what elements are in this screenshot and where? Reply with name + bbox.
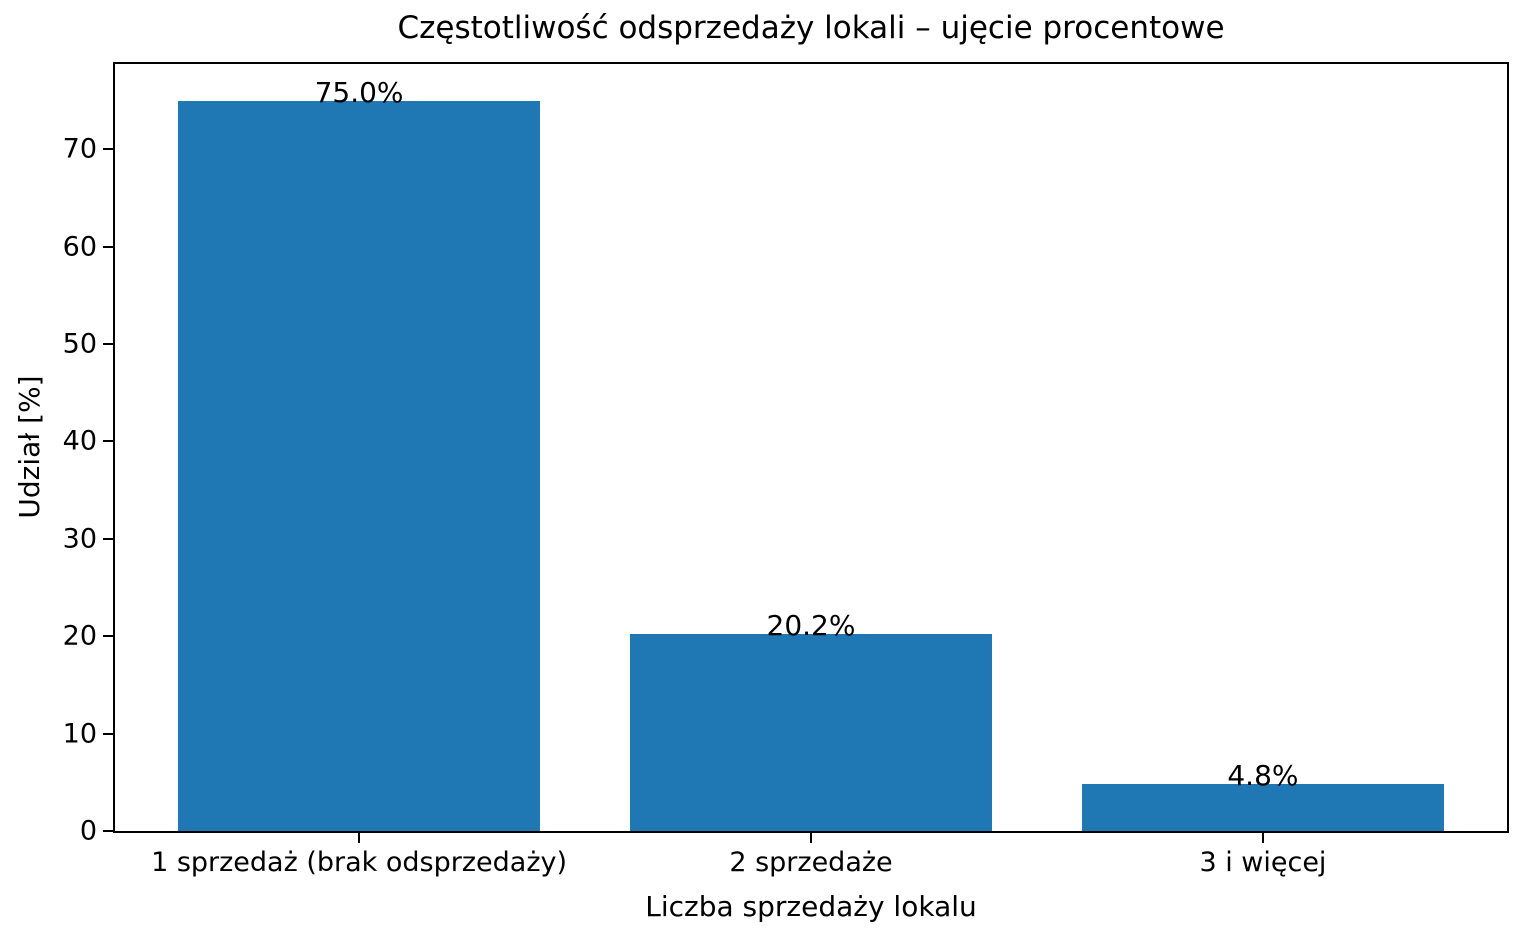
- y-axis-ticks: 0 10 20 30 40 50 60 70: [63, 64, 1507, 845]
- x-tick-label: 3 i więcej: [1199, 847, 1327, 878]
- y-tick-mark: [103, 245, 113, 248]
- x-tick-mark: [358, 833, 361, 843]
- y-tick-mark: [103, 732, 113, 735]
- chart-title: Częstotliwość odsprzedaży lokali – ujęci…: [397, 10, 1225, 46]
- y-tick-mark: [103, 537, 113, 540]
- bar: [178, 100, 540, 831]
- bar-value-label: 4.8%: [1227, 759, 1299, 793]
- x-tick-mark: [810, 833, 812, 843]
- bars-layer: 75.0% 20.2% 4.8%: [115, 64, 1507, 831]
- y-tick-label: 0: [79, 815, 97, 847]
- y-tick-label: 20: [62, 620, 97, 652]
- y-tick-label: 50: [62, 328, 97, 360]
- x-axis-ticks: 1 sprzedaż (brak odsprzedaży) 2 sprzedaże…: [115, 64, 1507, 876]
- y-tick-label: 60: [62, 231, 97, 263]
- plot-area: 75.0% 20.2% 4.8% 0 10 20 30 40 50 60 70 1 sprzeda…: [63, 62, 1509, 876]
- y-tick-label: 40: [62, 425, 97, 457]
- x-tick-label: 1 sprzedaż (brak odsprzedaży): [151, 847, 568, 878]
- bar-value-label: 75.0%: [314, 75, 404, 109]
- y-tick-mark: [103, 148, 113, 151]
- bar: [630, 634, 992, 831]
- x-tick-label: 2 sprzedaże: [729, 847, 893, 878]
- x-axis-label: Liczba sprzedaży lokalu: [645, 890, 977, 923]
- y-tick-label: 30: [62, 523, 97, 555]
- y-tick-label: 10: [62, 718, 97, 750]
- bar: [1082, 784, 1444, 831]
- x-tick-mark: [1261, 833, 1264, 843]
- y-tick-mark: [103, 440, 113, 443]
- bar-value-label: 20.2%: [766, 609, 856, 643]
- y-tick-mark: [103, 635, 113, 638]
- y-tick-mark: [103, 343, 113, 346]
- y-tick-mark: [103, 830, 113, 832]
- y-axis-label: Udział [%]: [13, 375, 46, 519]
- y-tick-label: 70: [62, 133, 97, 165]
